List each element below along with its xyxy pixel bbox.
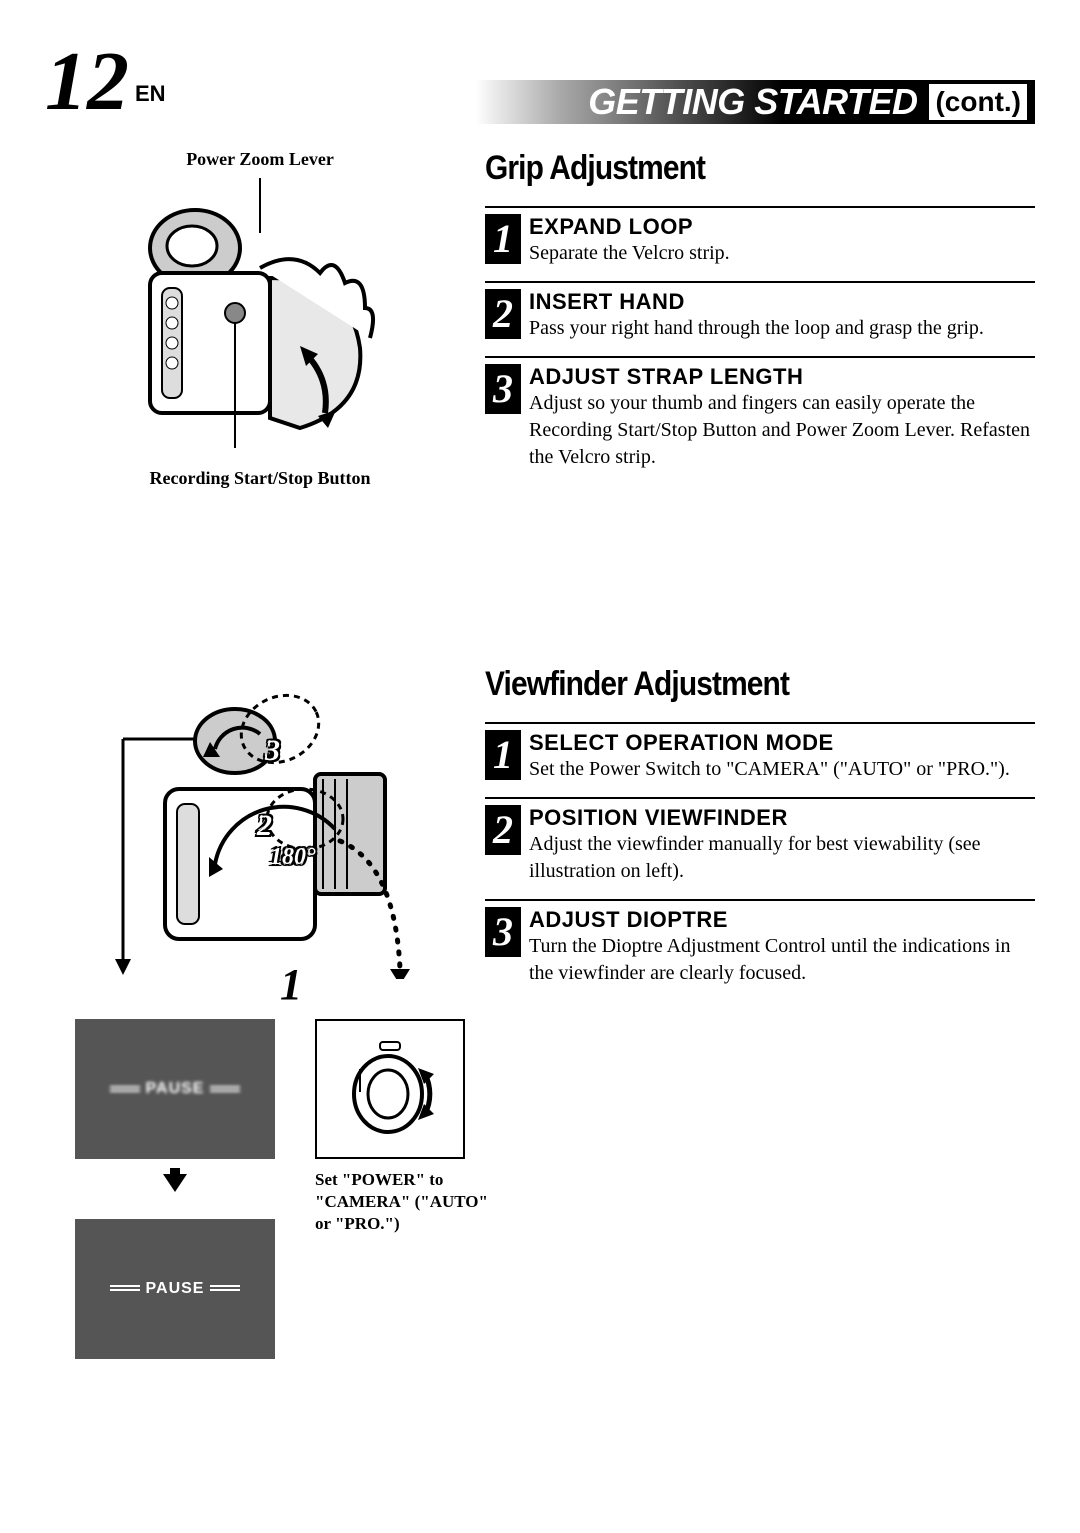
pause-screen-blurry: PAUSE: [75, 1019, 275, 1159]
step-title: INSERT HAND: [529, 289, 1035, 315]
step-number: 3: [485, 907, 521, 957]
figure1-illustration: [120, 178, 400, 458]
page-header: 12 EN GETTING STARTED (cont.): [45, 40, 1035, 124]
grip-step-1: 1 EXPAND LOOP Separate the Velcro strip.: [485, 206, 1035, 267]
step-number: 1: [485, 214, 521, 264]
vf-step-3: 3 ADJUST DIOPTRE Turn the Dioptre Adjust…: [485, 899, 1035, 987]
section-title-grip: Grip Adjustment: [485, 149, 969, 188]
banner-cont: (cont.): [929, 84, 1027, 120]
dioptre-control-inset: [315, 1019, 465, 1159]
step-desc: Adjust the viewfinder manually for best …: [529, 831, 1035, 885]
vf-step-1: 1 SELECT OPERATION MODE Set the Power Sw…: [485, 722, 1035, 783]
step-title: EXPAND LOOP: [529, 214, 1035, 240]
step-number: 1: [485, 730, 521, 780]
figure1-top-caption: Power Zoom Lever: [120, 149, 400, 170]
figure2-overlay-1: 1: [280, 959, 302, 1010]
step-desc: Set the Power Switch to "CAMERA" ("AUTO"…: [529, 756, 1035, 783]
section-title-viewfinder: Viewfinder Adjustment: [485, 665, 969, 704]
step-desc: Pass your right hand through the loop an…: [529, 315, 1035, 342]
lang-code: EN: [135, 81, 166, 107]
step-number: 2: [485, 805, 521, 855]
step-number: 2: [485, 289, 521, 339]
step-number: 3: [485, 364, 521, 414]
pause-screen-focused: PAUSE: [75, 1219, 275, 1359]
figure-viewfinder: 3 2 180° 1 PAUSE PAUSE: [45, 679, 475, 1379]
figure2-overlay-2: 2: [257, 809, 272, 843]
vf-step-2: 2 POSITION VIEWFINDER Adjust the viewfin…: [485, 797, 1035, 885]
step-desc: Adjust so your thumb and fingers can eas…: [529, 390, 1035, 471]
step-title: ADJUST DIOPTRE: [529, 907, 1035, 933]
step-title: SELECT OPERATION MODE: [529, 730, 1035, 756]
grip-step-3: 3 ADJUST STRAP LENGTH Adjust so your thu…: [485, 356, 1035, 471]
figure2-overlay-3: 3: [265, 734, 280, 768]
step-title: ADJUST STRAP LENGTH: [529, 364, 1035, 390]
pause-label-2: PAUSE: [104, 1280, 247, 1298]
figure2-angle: 180°: [270, 844, 316, 871]
page-number-block: 12 EN: [45, 40, 166, 124]
banner-title: GETTING STARTED: [588, 81, 917, 123]
down-arrow-icon: [163, 1174, 187, 1192]
step-title: POSITION VIEWFINDER: [529, 805, 1035, 831]
figure-grip: Power Zoom Lever: [45, 149, 475, 549]
pause-label-1: PAUSE: [104, 1080, 247, 1098]
section-banner: GETTING STARTED (cont.): [475, 80, 1035, 124]
step-desc: Separate the Velcro strip.: [529, 240, 1035, 267]
figure2-caption: Set "POWER" to "CAMERA" ("AUTO" or "PRO.…: [315, 1169, 495, 1235]
step-desc: Turn the Dioptre Adjustment Control unti…: [529, 933, 1035, 987]
grip-step-2: 2 INSERT HAND Pass your right hand throu…: [485, 281, 1035, 342]
figure1-bottom-caption: Recording Start/Stop Button: [110, 468, 410, 489]
page-number: 12: [45, 40, 129, 124]
figure2-illustration: 3 2 180°: [105, 679, 425, 979]
